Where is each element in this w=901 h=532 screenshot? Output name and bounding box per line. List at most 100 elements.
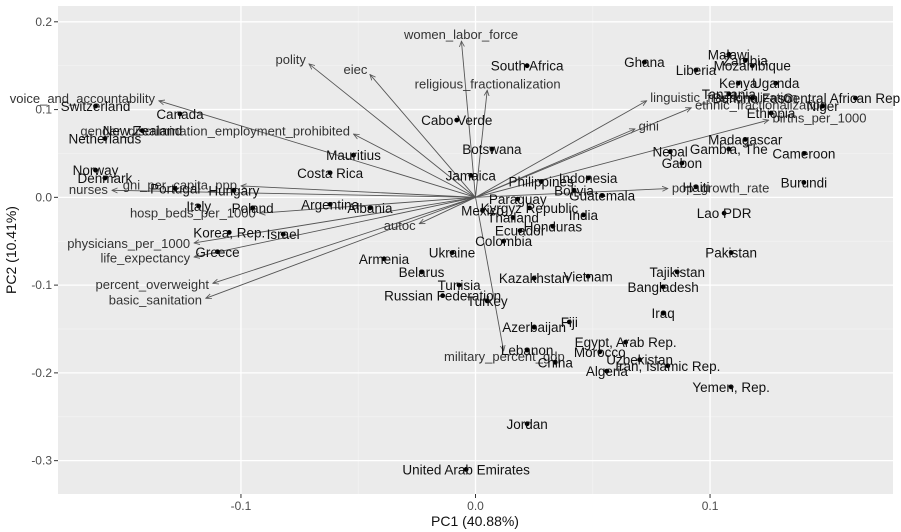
country-point xyxy=(550,223,556,229)
country-label: Tajikistan xyxy=(649,265,705,280)
country-point xyxy=(524,421,530,427)
country-label: Gambia, The xyxy=(690,142,768,157)
loading-arrow xyxy=(475,129,635,198)
country-point xyxy=(517,228,523,234)
country-label: Kenya xyxy=(719,76,758,91)
y-tick-label: -0.1 xyxy=(31,278,52,292)
country-label: Madagascar xyxy=(708,132,783,147)
country-label: Guatemala xyxy=(569,189,636,204)
country-label: Russian Federation xyxy=(384,289,501,304)
country-label: Gabon xyxy=(662,156,703,171)
country-point xyxy=(93,167,98,173)
country-label: Zambia xyxy=(723,53,769,68)
country-label: Ukraine xyxy=(429,246,476,261)
loading-arrow xyxy=(194,196,476,243)
country-point xyxy=(102,136,108,141)
country-point xyxy=(726,146,732,152)
country-point xyxy=(665,363,671,369)
loading-label: physicians_per_1000 xyxy=(67,236,190,251)
country-point xyxy=(419,269,424,275)
x-tick-label: -0.1 xyxy=(231,499,252,513)
loading-label: gender_discrimination_employment_prohibi… xyxy=(80,123,350,138)
country-label: Ethiopia xyxy=(747,106,796,121)
country-point xyxy=(660,284,666,290)
country-label: Lao PDR xyxy=(697,206,752,221)
country-label: Iran, Islamic Rep. xyxy=(615,359,720,374)
loading-arrow xyxy=(419,196,476,223)
country-point xyxy=(531,324,537,330)
loading-arrow xyxy=(370,74,476,198)
country-label: Argentina xyxy=(301,197,359,212)
country-label: Canada xyxy=(156,107,204,122)
country-point xyxy=(463,467,469,472)
country-point xyxy=(674,269,680,275)
x-axis-title: PC1 (40.88%) xyxy=(431,513,519,529)
y-tick-label: -0.3 xyxy=(31,454,52,468)
country-point xyxy=(524,63,530,69)
country-point xyxy=(177,111,183,117)
country-point xyxy=(726,91,732,97)
loading-arrow xyxy=(159,101,476,198)
loading-label: religious_fractionalization xyxy=(415,76,561,91)
loading-label: polity xyxy=(275,52,306,67)
country-point xyxy=(367,205,373,211)
loading-arrow xyxy=(194,196,476,257)
country-point xyxy=(728,250,734,256)
country-point xyxy=(637,357,643,363)
country-point xyxy=(280,231,286,237)
country-label: Poland xyxy=(232,201,274,216)
loading-label: life_expectancy xyxy=(101,250,191,265)
country-point xyxy=(641,59,647,65)
country-point xyxy=(580,212,586,218)
country-point xyxy=(531,275,537,281)
country-point xyxy=(585,273,591,279)
country-label: Mozambique xyxy=(714,59,791,74)
country-point xyxy=(571,187,577,193)
x-tick-label: 0.1 xyxy=(702,499,719,513)
loading-arrow xyxy=(260,196,476,213)
country-label: Korea, Rep. xyxy=(193,225,265,240)
country-point xyxy=(102,175,108,181)
country-label: Fiji xyxy=(561,315,578,330)
country-point xyxy=(853,95,858,101)
country-point xyxy=(140,128,145,134)
country-label: Hungary xyxy=(208,183,259,198)
country-point xyxy=(742,58,748,63)
country-label: Niger xyxy=(807,99,840,114)
country-label: Nepal xyxy=(653,145,688,160)
country-label: Honduras xyxy=(524,219,583,234)
country-label: Jamaica xyxy=(446,168,497,183)
country-point xyxy=(735,80,741,86)
country-label: Vietnam xyxy=(563,269,612,284)
loading-arrow xyxy=(475,90,488,198)
country-point xyxy=(327,170,333,176)
country-label: Malawi xyxy=(708,47,750,62)
country-label: Armenia xyxy=(359,252,410,267)
loading-arrow xyxy=(475,120,769,198)
country-label: Tanzania xyxy=(702,87,757,102)
country-point xyxy=(660,310,666,316)
y-axis-title: PC2 (10.41%) xyxy=(3,206,19,294)
country-label: Algeria xyxy=(586,364,629,379)
country-label: Lebanon xyxy=(501,343,554,358)
x-axis-ticks: -0.1 0.0 0.1 xyxy=(231,494,719,513)
y-tick-label: 0.0 xyxy=(35,190,52,204)
country-label: Italy xyxy=(186,199,211,214)
loading-label: births_per_1000 xyxy=(773,111,867,126)
country-label: Burundi xyxy=(781,175,828,190)
country-point xyxy=(801,151,807,156)
country-label: Norway xyxy=(73,163,119,178)
loading-label: women_labor_force xyxy=(403,27,518,42)
country-label: Albania xyxy=(347,201,393,216)
country-point xyxy=(726,51,732,57)
x-tick-label: 0.0 xyxy=(467,499,484,513)
country-point xyxy=(693,184,699,190)
country-label: Central African Republic xyxy=(783,91,901,106)
country-point xyxy=(623,339,629,345)
country-point xyxy=(226,230,232,235)
country-label: Egypt, Arab Rep. xyxy=(575,335,677,350)
country-label: Bolivia xyxy=(554,183,594,198)
country-label: South Africa xyxy=(491,59,564,74)
country-point xyxy=(566,319,572,325)
